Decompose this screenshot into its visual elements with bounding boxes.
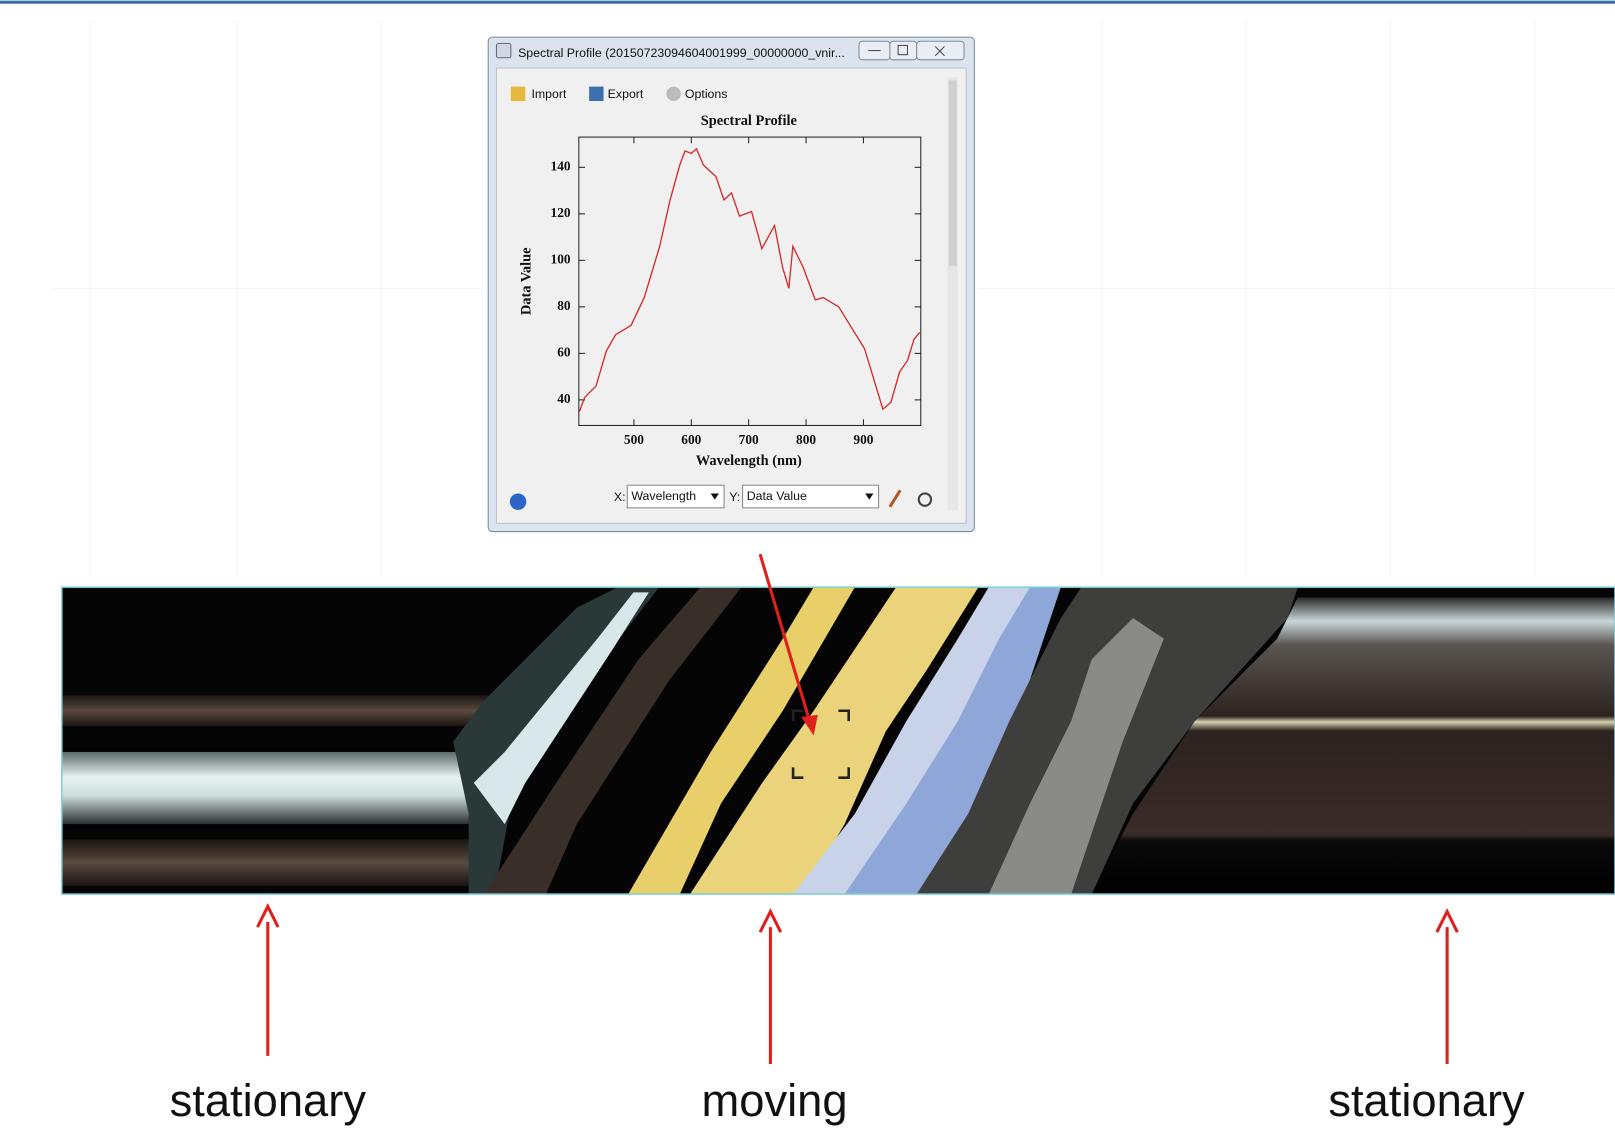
screenshot: stationary moving stationary Spectral Pr…	[0, 0, 1615, 1128]
image-strip	[62, 587, 1615, 894]
x-tick-label: 700	[739, 432, 759, 447]
import-icon	[511, 87, 525, 101]
options-icon	[666, 87, 680, 101]
annotation: moving	[702, 1075, 848, 1126]
y-tick-label: 40	[557, 391, 571, 406]
plot-area	[579, 137, 921, 425]
menu-item[interactable]: Options	[685, 87, 728, 101]
help-icon[interactable]	[510, 493, 526, 509]
window-title: Spectral Profile (20150723094604001999_0…	[518, 46, 845, 60]
y-axis-label: Data Value	[519, 247, 535, 315]
y-select[interactable]: Data Value	[747, 489, 807, 503]
x-tick-label: 600	[681, 432, 701, 447]
y-tick-label: 100	[551, 251, 571, 266]
y-tick-label: 120	[551, 205, 571, 220]
maximize-button[interactable]	[890, 41, 917, 60]
y-tick-label: 140	[551, 158, 571, 173]
y-prefix: Y:	[729, 490, 740, 504]
menu-item[interactable]: Import	[531, 87, 567, 101]
page: { "window": { "title": "Spectral Profile…	[0, 0, 1615, 1128]
x-tick-label: 500	[624, 432, 644, 447]
annotation: stationary	[1328, 1075, 1525, 1126]
annotation: stationary	[170, 1075, 367, 1126]
menu-item[interactable]: Export	[608, 87, 644, 101]
x-tick-label: 900	[853, 432, 873, 447]
y-tick-label: 80	[557, 298, 571, 313]
chart-title: Spectral Profile	[701, 113, 798, 129]
export-icon	[589, 87, 603, 101]
x-tick-label: 800	[796, 432, 816, 447]
x-prefix: X:	[614, 490, 626, 504]
y-tick-label: 60	[557, 344, 571, 359]
x-select[interactable]: Wavelength	[631, 489, 696, 503]
x-axis-label: Wavelength (nm)	[696, 453, 802, 469]
